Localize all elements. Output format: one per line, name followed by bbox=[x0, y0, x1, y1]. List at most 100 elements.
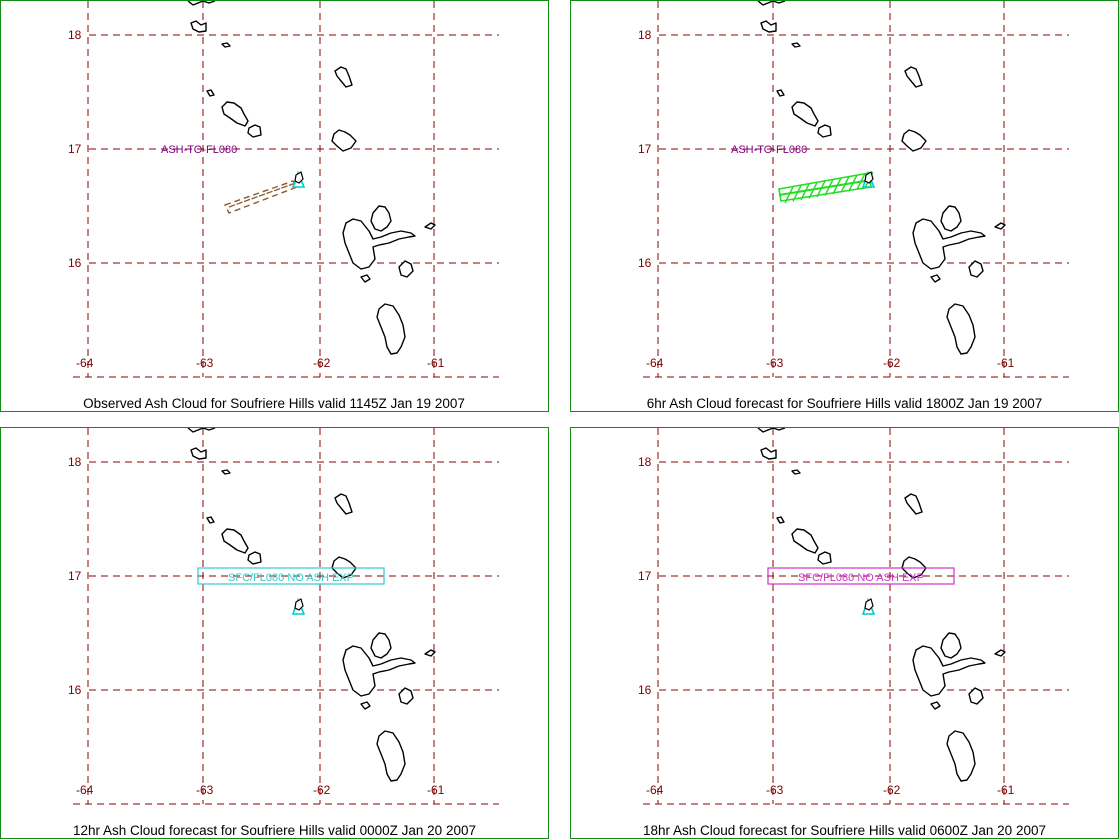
latitude-label: 18 bbox=[68, 28, 82, 42]
longitude-label: -62 bbox=[883, 356, 901, 370]
longitude-label: -64 bbox=[646, 356, 664, 370]
island-coast bbox=[776, 516, 785, 524]
montserrat-coast bbox=[294, 598, 304, 611]
island-coast bbox=[370, 205, 392, 232]
island-coast bbox=[912, 218, 986, 270]
island-coast bbox=[221, 528, 249, 554]
island-coast bbox=[760, 447, 777, 460]
ash-cloud-hatch bbox=[281, 185, 288, 189]
island-coast bbox=[912, 645, 986, 697]
island-coast bbox=[791, 528, 819, 554]
island-coast bbox=[817, 551, 832, 565]
map-canvas: 18 17 16 -64 -63 -62 -61 SFC/FL080 NO ASH EXP bbox=[638, 428, 1069, 805]
island-coast bbox=[946, 303, 976, 355]
panel-caption: 12hr Ash Cloud forecast for Soufriere Hi… bbox=[73, 823, 476, 838]
ash-cloud-hatch bbox=[792, 185, 802, 202]
coastlines bbox=[187, 1, 436, 355]
island-coast bbox=[424, 222, 436, 230]
map-panel-12hr: 18 17 16 -64 -63 -62 -61 SFC/FL080 NO ASH EXP 1… bbox=[0, 427, 549, 839]
panel-caption: 18hr Ash Cloud forecast for Soufriere Hi… bbox=[643, 823, 1046, 838]
longitude-label: -63 bbox=[766, 783, 784, 797]
island-coast bbox=[360, 701, 371, 710]
island-coast bbox=[930, 274, 941, 283]
no-ash-notice: SFC/FL080 NO ASH EXP bbox=[197, 567, 385, 585]
island-coast bbox=[940, 632, 962, 659]
island-coast bbox=[342, 218, 416, 270]
ash-cloud-hatch bbox=[273, 187, 281, 192]
longitude-label: -61 bbox=[997, 356, 1015, 370]
graticule: 18 17 16 -64 -63 -62 -61 bbox=[68, 1, 499, 378]
ash-cloud-outline bbox=[224, 180, 299, 214]
island-coast bbox=[190, 447, 207, 460]
island-coast bbox=[904, 66, 923, 88]
longitude-label: -63 bbox=[196, 356, 214, 370]
island-coast bbox=[757, 428, 786, 433]
ash-cloud-axis bbox=[778, 179, 872, 196]
notice-text: SFC/FL080 NO ASH EXP bbox=[798, 572, 924, 584]
volcano-icon bbox=[861, 597, 876, 615]
island-coast bbox=[221, 42, 231, 48]
map-panel-6hr: 18 17 16 -64 -63 -62 -61 ASH-TO-FL080 6hr Ash C… bbox=[570, 0, 1119, 412]
island-coast bbox=[221, 101, 249, 127]
graticule: 18 17 16 -64 -63 -62 -61 bbox=[638, 428, 1069, 805]
panel-caption: 6hr Ash Cloud forecast for Soufriere Hil… bbox=[646, 396, 1043, 411]
latitude-label: 18 bbox=[68, 455, 82, 469]
island-coast bbox=[206, 89, 215, 97]
map-panel-observed: 18 17 16 -64 -63 -62 -61 ASH-TO-FL080 Observed … bbox=[0, 0, 549, 412]
island-coast bbox=[994, 649, 1006, 657]
island-coast bbox=[424, 649, 436, 657]
volcano-icon bbox=[861, 170, 876, 188]
notice-box bbox=[767, 567, 955, 585]
latitude-label: 16 bbox=[68, 683, 82, 697]
island-coast bbox=[791, 101, 819, 127]
island-coast bbox=[994, 222, 1006, 230]
graticule: 18 17 16 -64 -63 -62 -61 bbox=[68, 428, 499, 805]
montserrat-coast bbox=[864, 171, 874, 184]
ash-cloud-hatch bbox=[236, 201, 243, 205]
latitude-label: 16 bbox=[638, 256, 652, 270]
island-coast bbox=[190, 20, 207, 33]
island-coast bbox=[930, 701, 941, 710]
island-coast bbox=[342, 645, 416, 697]
island-coast bbox=[370, 632, 392, 659]
island-coast bbox=[968, 687, 984, 705]
latitude-label: 17 bbox=[68, 142, 82, 156]
latitude-label: 18 bbox=[638, 455, 652, 469]
island-coast bbox=[817, 124, 832, 138]
observed-ash-cloud bbox=[224, 180, 299, 214]
island-coast bbox=[376, 303, 406, 355]
island-coast bbox=[901, 129, 927, 152]
longitude-label: -63 bbox=[196, 783, 214, 797]
latitude-label: 17 bbox=[638, 569, 652, 583]
island-coast bbox=[791, 469, 801, 475]
ash-height-label: ASH-TO-FL080 bbox=[161, 144, 237, 156]
coastlines bbox=[757, 428, 1006, 782]
longitude-label: -61 bbox=[427, 356, 445, 370]
island-coast bbox=[187, 1, 216, 6]
island-coast bbox=[946, 730, 976, 782]
notice-text: SFC/FL080 NO ASH EXP bbox=[228, 572, 354, 584]
island-coast bbox=[206, 516, 215, 524]
latitude-label: 17 bbox=[68, 569, 82, 583]
montserrat-coast bbox=[294, 171, 304, 184]
island-coast bbox=[398, 260, 414, 278]
longitude-label: -64 bbox=[646, 783, 664, 797]
latitude-label: 17 bbox=[638, 142, 652, 156]
panel-caption: Observed Ash Cloud for Soufriere Hills v… bbox=[83, 396, 465, 411]
notice-box bbox=[197, 567, 385, 585]
latitude-label: 18 bbox=[638, 28, 652, 42]
island-coast bbox=[776, 89, 785, 97]
island-coast bbox=[376, 730, 406, 782]
island-coast bbox=[334, 66, 353, 88]
longitude-label: -62 bbox=[883, 783, 901, 797]
island-coast bbox=[247, 551, 262, 565]
longitude-label: -62 bbox=[313, 783, 331, 797]
island-coast bbox=[331, 129, 357, 152]
island-coast bbox=[904, 493, 923, 515]
map-canvas: 18 17 16 -64 -63 -62 -61 ASH-TO-FL080 bbox=[638, 1, 1069, 378]
ash-cloud-hatch bbox=[784, 186, 794, 204]
island-coast bbox=[757, 1, 786, 6]
ash-cloud-hatch bbox=[800, 183, 810, 201]
montserrat-coast bbox=[864, 598, 874, 611]
volcano-icon bbox=[291, 170, 306, 188]
